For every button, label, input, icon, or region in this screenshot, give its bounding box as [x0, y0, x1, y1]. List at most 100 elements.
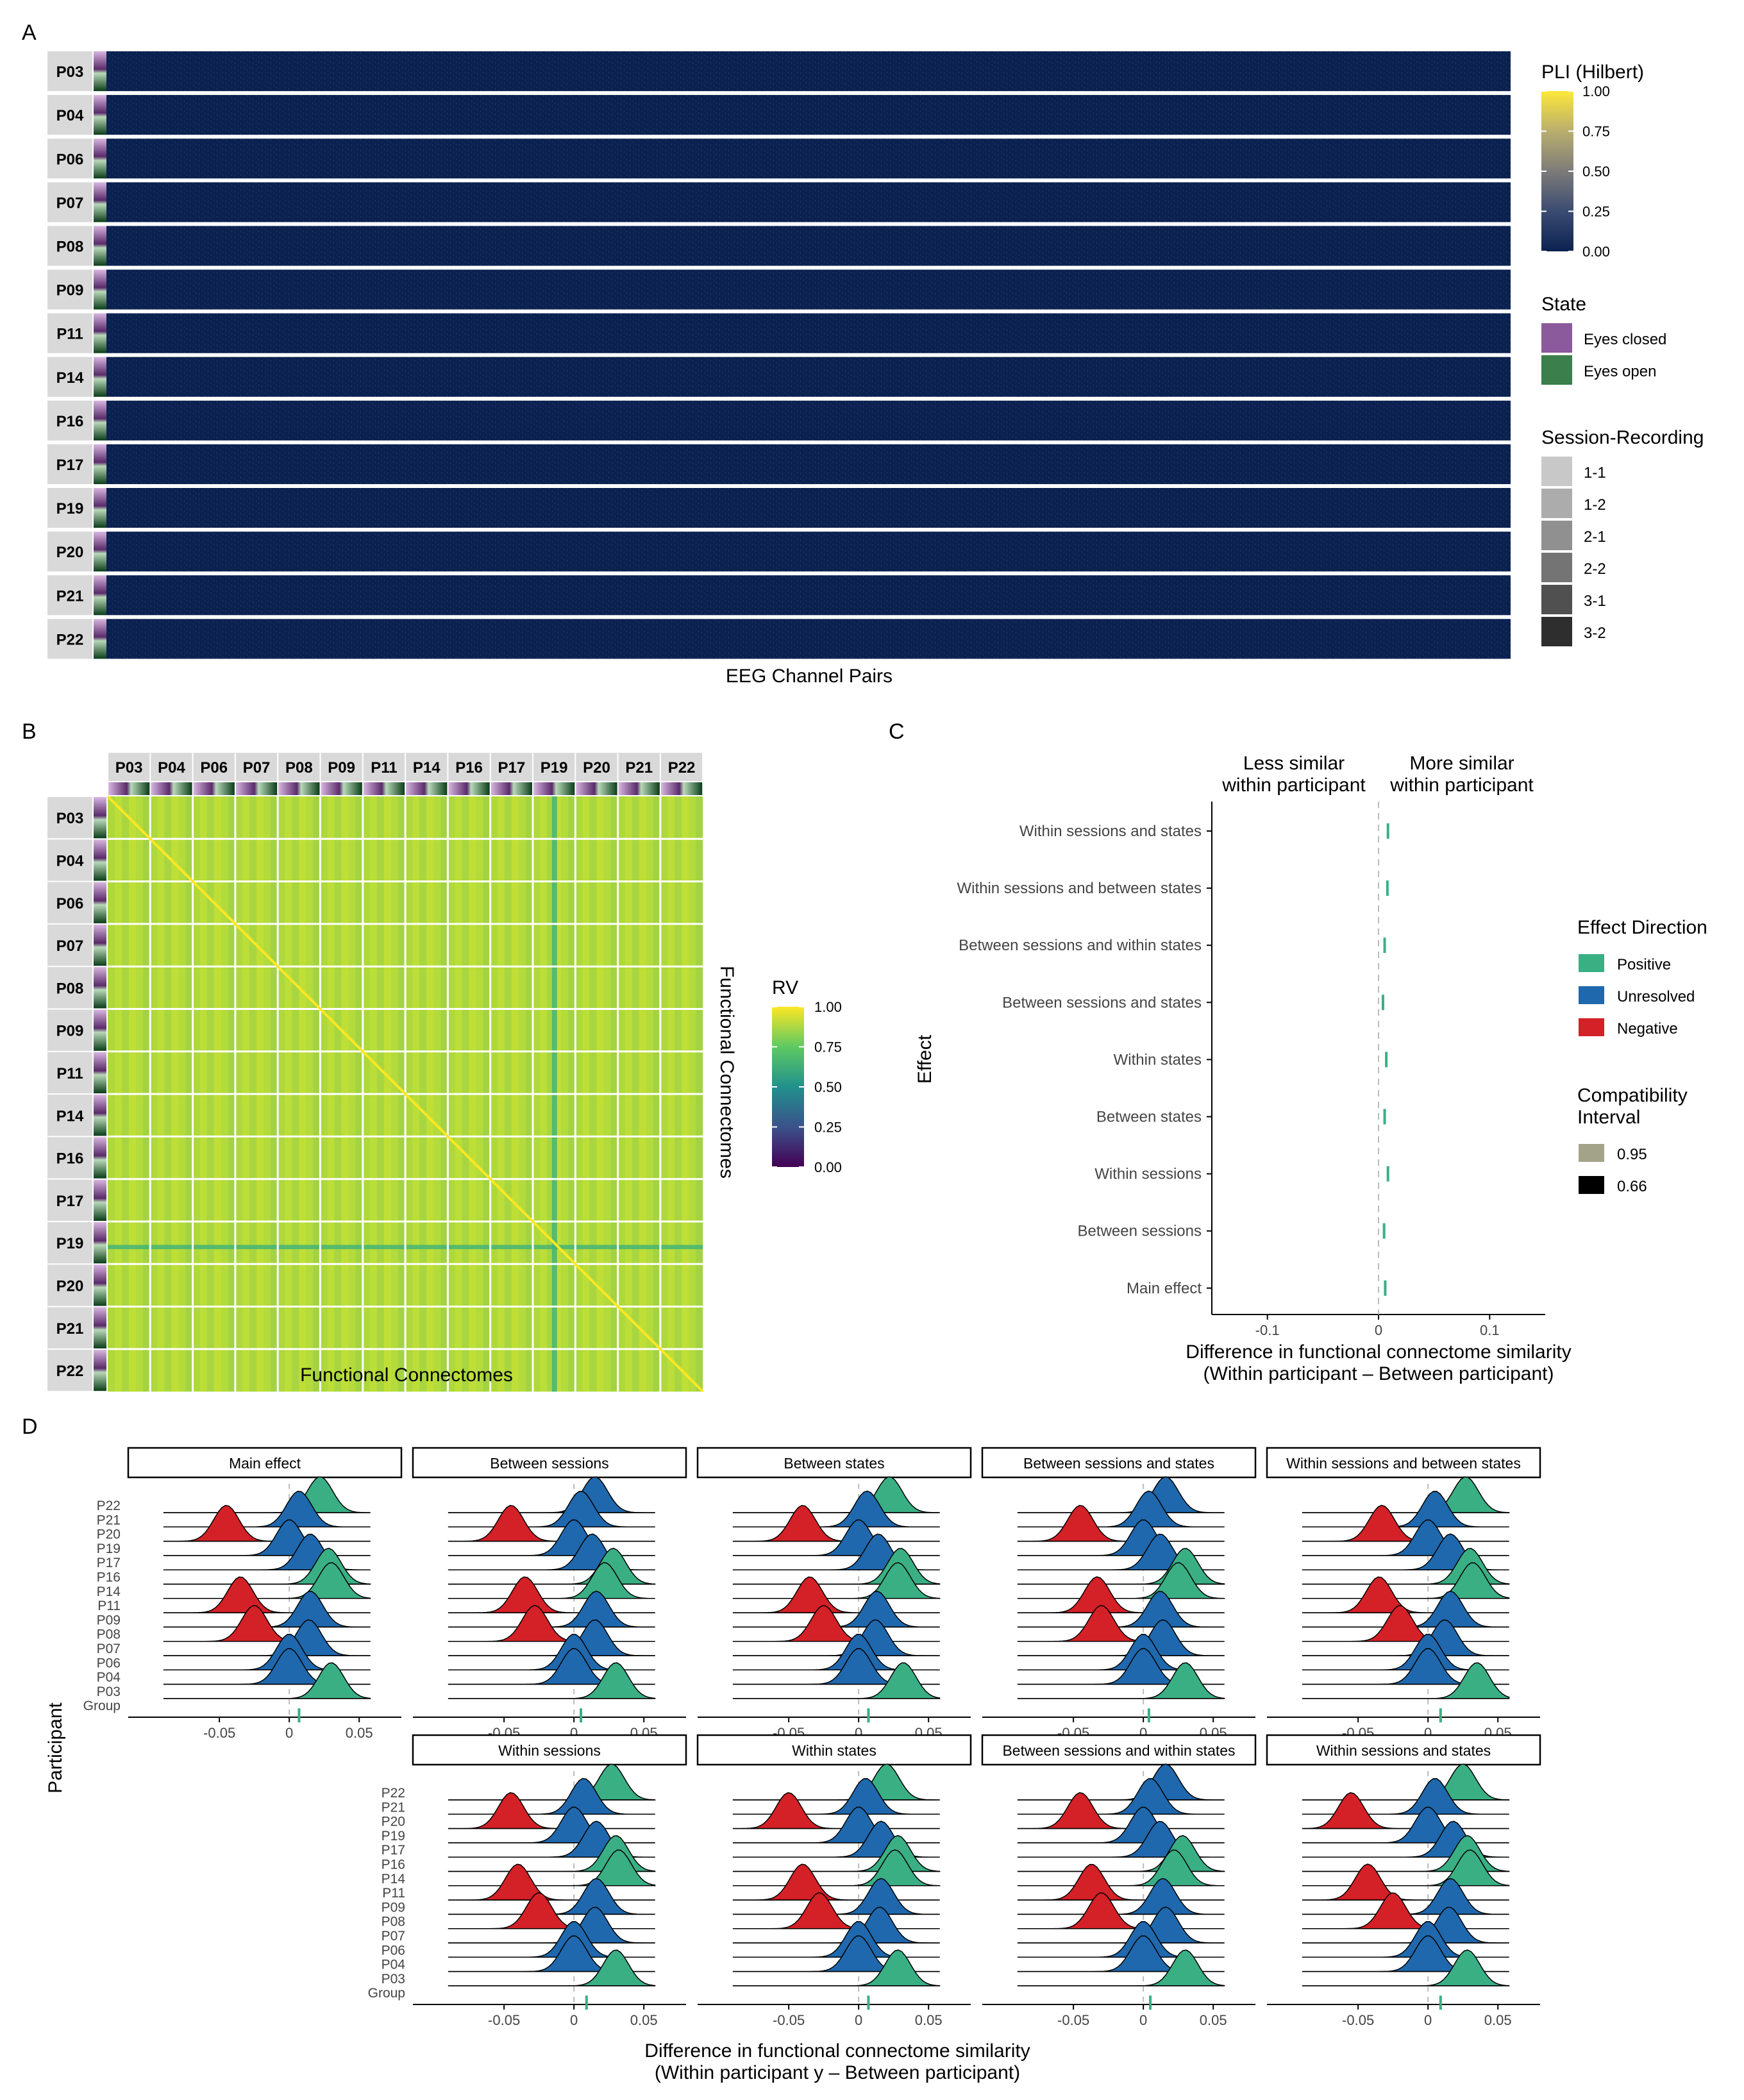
col-annotation-P19 — [533, 782, 575, 795]
facet-title-box — [412, 1447, 687, 1479]
ridge-P22 — [732, 1476, 940, 1513]
facet-title-box — [696, 1734, 972, 1766]
row-annotation-P17 — [94, 444, 106, 484]
pli-legend-title: PLI (Hilbert) — [1541, 62, 1644, 83]
session-label-2-1: 2-1 — [1584, 528, 1606, 546]
panel-letter-a: A — [22, 21, 37, 45]
mrow-label-P07: P07 — [56, 937, 84, 955]
row-label-P07: P07 — [56, 194, 84, 212]
col-label-P07: P07 — [243, 759, 271, 777]
ridge-row-label: P09 — [97, 1613, 121, 1627]
row-label-P04: P04 — [56, 107, 84, 124]
ridge-row-label: P08 — [97, 1627, 121, 1642]
row-strip-P14 — [47, 357, 92, 397]
row-strip-P07 — [47, 182, 92, 223]
facet-x-tick-label: -0.05 — [1057, 2012, 1089, 2028]
col-annotation-P04 — [151, 782, 192, 795]
facet-x-tick-label: 0 — [1139, 2012, 1147, 2028]
col-annotation-P17 — [491, 782, 532, 795]
row-heat-P17 — [106, 444, 1511, 484]
panel-d-y-label: Participant — [45, 1702, 66, 1793]
mrow-annotation-P20 — [94, 1264, 106, 1306]
mrow-annotation-P08 — [94, 967, 106, 1009]
row-annotation-P09 — [94, 269, 106, 310]
facet-x-tick-label: 0 — [570, 2012, 578, 2028]
rv-tick-label: 1.00 — [814, 999, 842, 1015]
ridge-row-label: P14 — [97, 1584, 121, 1599]
col-strip-P04 — [151, 753, 192, 781]
facet-x-tick-label: -0.05 — [773, 2012, 805, 2028]
panel-c-effect-label: Between sessions — [1078, 1223, 1202, 1240]
row-heat-P19 — [106, 488, 1511, 528]
ridge-row-label: P04 — [97, 1670, 121, 1685]
facet-7: Within states -0.05 0 0.05 — [696, 1734, 972, 2028]
rv-legend-title: RV — [772, 977, 798, 998]
panel-c-effect-label: Within sessions and between states — [957, 880, 1202, 897]
ridge-P22 — [1302, 1763, 1510, 1801]
ridge-row-label: P11 — [97, 1599, 121, 1613]
panel-c-x-label-2: (Within participant – Between participan… — [1203, 1363, 1554, 1384]
session-label-2-2: 2-2 — [1584, 560, 1606, 578]
facet-title-box — [412, 1734, 687, 1766]
row-strip-P04 — [47, 95, 92, 135]
ridge-P14 — [1302, 1562, 1510, 1599]
ridge-P22 — [1017, 1763, 1225, 1801]
panel-c-header-left-2: within participant — [1221, 775, 1366, 796]
row-heat-P06 — [106, 139, 1511, 179]
row-heat-P11 — [106, 313, 1511, 353]
mrow-annotation-P22 — [94, 1349, 106, 1391]
panel-c-header-right-2: within participant — [1389, 775, 1534, 796]
session-swatch-3-1 — [1541, 585, 1572, 614]
panel-a-pli-heatmap: P03 P04 P06 P07 P08 P09 P11 P14 P16 P17 P19 P20 P21 P… — [47, 51, 1511, 659]
facet-title: Between sessions — [490, 1455, 608, 1472]
col-strip-P22 — [660, 753, 703, 781]
ridge-row-label: P20 — [97, 1527, 121, 1542]
interval-legend-title-1: Compatibility — [1577, 1085, 1688, 1106]
facet-3: Between states-0.05 0 0.05 — [696, 1447, 972, 1741]
mrow-annotation-P07 — [94, 924, 106, 966]
interval-legend: Compatibility Interval 0.95 0.66 — [1577, 1085, 1688, 1195]
facet-x-tick-label: -0.05 — [488, 2012, 520, 2028]
ridge-P21 — [448, 1491, 655, 1528]
row-strip-P22 — [47, 619, 92, 659]
rv-tick-label: 0.50 — [814, 1079, 842, 1095]
row-label-P22: P22 — [56, 631, 84, 648]
col-annotation-P14 — [406, 782, 448, 795]
ridge-row-label: P14 — [382, 1872, 406, 1886]
col-strip-P17 — [491, 753, 532, 781]
ridge-P22 — [1017, 1476, 1225, 1513]
pli-tick-label: 0.25 — [1582, 204, 1610, 220]
rv-colorbar — [772, 1007, 804, 1167]
panel-c-effect-label: Main effect — [1127, 1280, 1202, 1297]
row-strip-P11 — [47, 313, 92, 353]
panel-c-x-label-1: Difference in functional connectome simi… — [1186, 1341, 1571, 1363]
eyes-open-label: Eyes open — [1584, 363, 1656, 380]
panel-c-effect-label: Within states — [1114, 1051, 1202, 1068]
facet-x-tick-label: 0 — [285, 1725, 293, 1741]
pli-colorbar — [1541, 91, 1573, 251]
row-heat-P07 — [106, 182, 1511, 223]
row-annotation-P06 — [94, 139, 106, 179]
mrow-annotation-P14 — [94, 1095, 106, 1136]
row-strip-P03 — [47, 51, 92, 92]
mrow-annotation-P11 — [94, 1052, 106, 1094]
rv-legend: RV 1.00 0.75 0.50 0.25 0.00 — [772, 977, 842, 1175]
col-strip-P19 — [533, 753, 575, 781]
row-label-P08: P08 — [56, 238, 84, 255]
ridge-row-label: P08 — [382, 1915, 405, 1929]
mrow-strip-P19 — [47, 1222, 92, 1264]
ridge-row-label: P19 — [382, 1829, 405, 1844]
mrow-label-P21: P21 — [56, 1320, 84, 1338]
negative-swatch — [1579, 1018, 1604, 1036]
panel-d-ridgelines: P22P21P20P19P17P16P14P11P09P08P07P06P04P… — [83, 1447, 1541, 2028]
eyes-closed-label: Eyes closed — [1584, 331, 1666, 348]
row-strip-P21 — [47, 575, 92, 616]
interval-legend-title-2: Interval — [1577, 1107, 1640, 1128]
pli-tick-label: 0.00 — [1582, 244, 1610, 260]
col-strip-P20 — [576, 753, 617, 781]
facet-title: Between sessions and states — [1023, 1455, 1214, 1472]
facet-x-tick-label: 0.05 — [1200, 2012, 1227, 2028]
row-annotation-P14 — [94, 357, 106, 397]
col-label-P09: P09 — [328, 759, 355, 777]
row-label-P19: P19 — [56, 500, 84, 517]
